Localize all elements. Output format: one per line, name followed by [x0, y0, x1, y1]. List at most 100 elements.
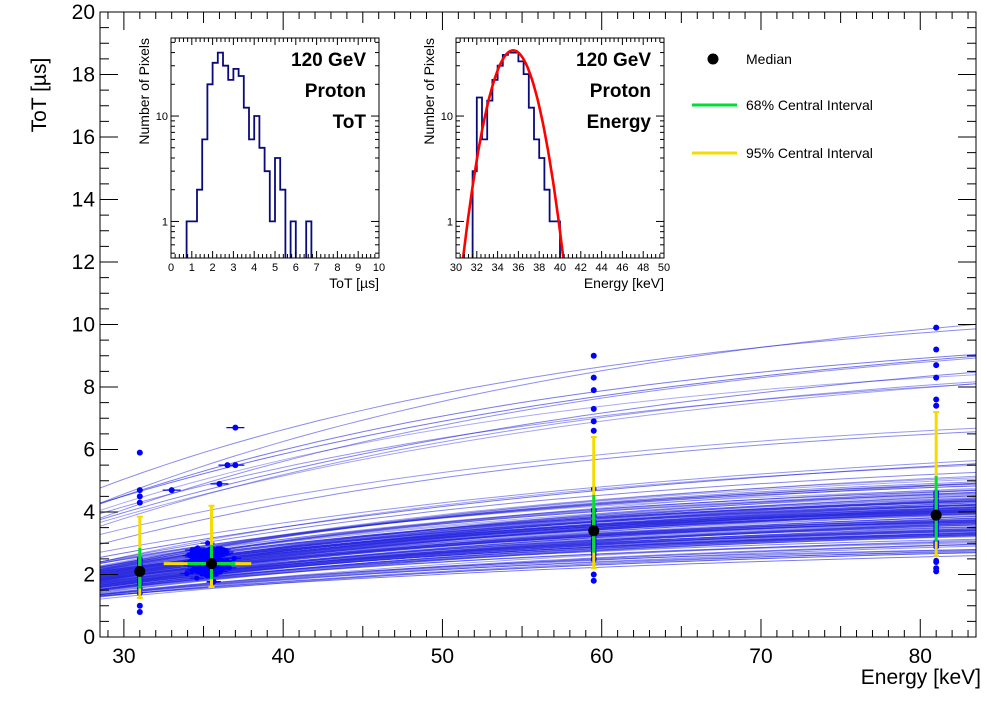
main-data-marks — [134, 324, 942, 615]
outlier-point — [590, 577, 597, 584]
data-point — [223, 549, 230, 555]
inset-x-axis-title: Energy [keV] — [584, 275, 664, 291]
calibration-curve — [100, 478, 976, 570]
calibration-curve — [100, 532, 976, 591]
calibration-curve — [100, 491, 976, 571]
calibration-curve — [100, 495, 976, 571]
y-tick-label: 18 — [72, 64, 95, 87]
y-tick-label: 12 — [72, 251, 95, 274]
calibration-curve — [100, 431, 976, 545]
inset-annotation: Energy — [587, 112, 652, 133]
calibration-curve — [100, 490, 976, 569]
inset-x-tick-label: 3 — [230, 262, 236, 274]
calibration-curve — [100, 328, 976, 489]
calibration-curve — [100, 464, 976, 563]
y-axis-title: ToT [µs] — [28, 58, 51, 133]
x-tick-label: 80 — [909, 645, 932, 668]
x-tick-label: 40 — [271, 645, 294, 668]
outlier-point — [933, 568, 940, 575]
histogram-outline — [185, 51, 313, 258]
x-tick-label: 30 — [112, 645, 135, 668]
median-point — [205, 558, 217, 570]
y-tick-label: 8 — [83, 376, 95, 399]
outlier-point — [136, 609, 143, 615]
x-tick-label: 70 — [749, 645, 772, 668]
inset-x-axis-title: ToT [µs] — [329, 275, 379, 291]
data-point — [189, 568, 195, 574]
legend: Median 68% Central Interval 95% Central In… — [692, 51, 873, 161]
outlier-point — [933, 396, 940, 403]
outlier-point — [136, 449, 143, 456]
calibration-curve — [100, 460, 976, 553]
calibration-curve — [100, 507, 976, 572]
inset-annotation: 120 GeV — [576, 50, 651, 71]
calibration-curves — [100, 323, 976, 600]
y-tick-label: 2 — [83, 564, 95, 587]
legend-median-marker — [707, 53, 719, 65]
inset-y-axis-title: Number of Pixels — [136, 38, 152, 145]
calibration-curve — [100, 535, 976, 592]
calibration-curve — [100, 529, 976, 584]
calibration-curve — [100, 521, 976, 581]
inset-x-tick-label: 34 — [491, 262, 503, 274]
y-tick-label: 4 — [83, 501, 95, 524]
outlier-point — [136, 499, 143, 506]
inset-energy-histogram: 30 32 34 36 38 40 42 44 46 48 50 1 10 Energy [keV] Num… — [421, 37, 670, 291]
calibration-curve — [100, 383, 976, 515]
calibration-curve — [100, 383, 976, 523]
inset-x-tick-label: 5 — [272, 262, 278, 274]
calibration-curve — [100, 463, 976, 558]
data-point — [197, 548, 203, 554]
median-point — [588, 525, 600, 537]
inset-x-tick-label: 36 — [512, 262, 524, 274]
calibration-curve — [100, 512, 976, 582]
inset-y-axis-title: Number of Pixels — [421, 38, 437, 145]
calibration-curve — [100, 507, 976, 579]
calibration-curve — [100, 355, 976, 504]
data-point — [189, 554, 195, 560]
calibration-curve — [100, 481, 976, 570]
outlier-point — [590, 571, 597, 578]
inset-annotation: Proton — [590, 81, 651, 102]
calibration-curve — [100, 357, 976, 519]
calibration-curve — [100, 485, 976, 563]
inset-x-tick-label: 1 — [189, 262, 195, 274]
inset-y-tick-label: 10 — [156, 111, 168, 123]
calibration-curve — [100, 381, 976, 527]
inset-x-tick-label: 2 — [210, 262, 216, 274]
inset-x-tick-label: 4 — [251, 262, 257, 274]
calibration-curve — [100, 534, 976, 588]
inset-x-tick-label: 40 — [554, 262, 566, 274]
calibration-curve — [100, 353, 976, 505]
calibration-curve — [100, 491, 976, 574]
calibration-curve — [100, 500, 976, 572]
legend-ci68-label: 68% Central Interval — [746, 97, 873, 113]
inset-x-tick-label: 30 — [450, 262, 462, 274]
calibration-curve — [100, 489, 976, 571]
data-point — [231, 555, 237, 561]
inset-x-tick-label: 10 — [373, 262, 385, 274]
outlier-point — [933, 559, 940, 565]
y-tick-label: 0 — [83, 626, 95, 649]
inset-x-tick-label: 7 — [314, 262, 320, 274]
calibration-curve — [100, 487, 976, 564]
outlier-point — [136, 493, 143, 500]
inset-y-tick-label: 10 — [441, 111, 453, 123]
y-tick-label: 6 — [83, 439, 95, 462]
inset-x-tick-label: 46 — [616, 262, 628, 274]
outlier-point — [933, 374, 940, 381]
calibration-curve — [100, 504, 976, 573]
outlier-point — [590, 374, 597, 381]
calibration-curve — [100, 543, 976, 595]
outlier-point — [216, 480, 223, 487]
outlier-point — [590, 352, 597, 359]
inset-x-tick-label: 6 — [293, 262, 299, 274]
data-point — [184, 571, 190, 577]
calibration-curve — [100, 524, 976, 582]
inset-y-tick-label: 1 — [162, 216, 168, 228]
outlier-point — [136, 602, 143, 609]
data-point — [194, 575, 200, 581]
